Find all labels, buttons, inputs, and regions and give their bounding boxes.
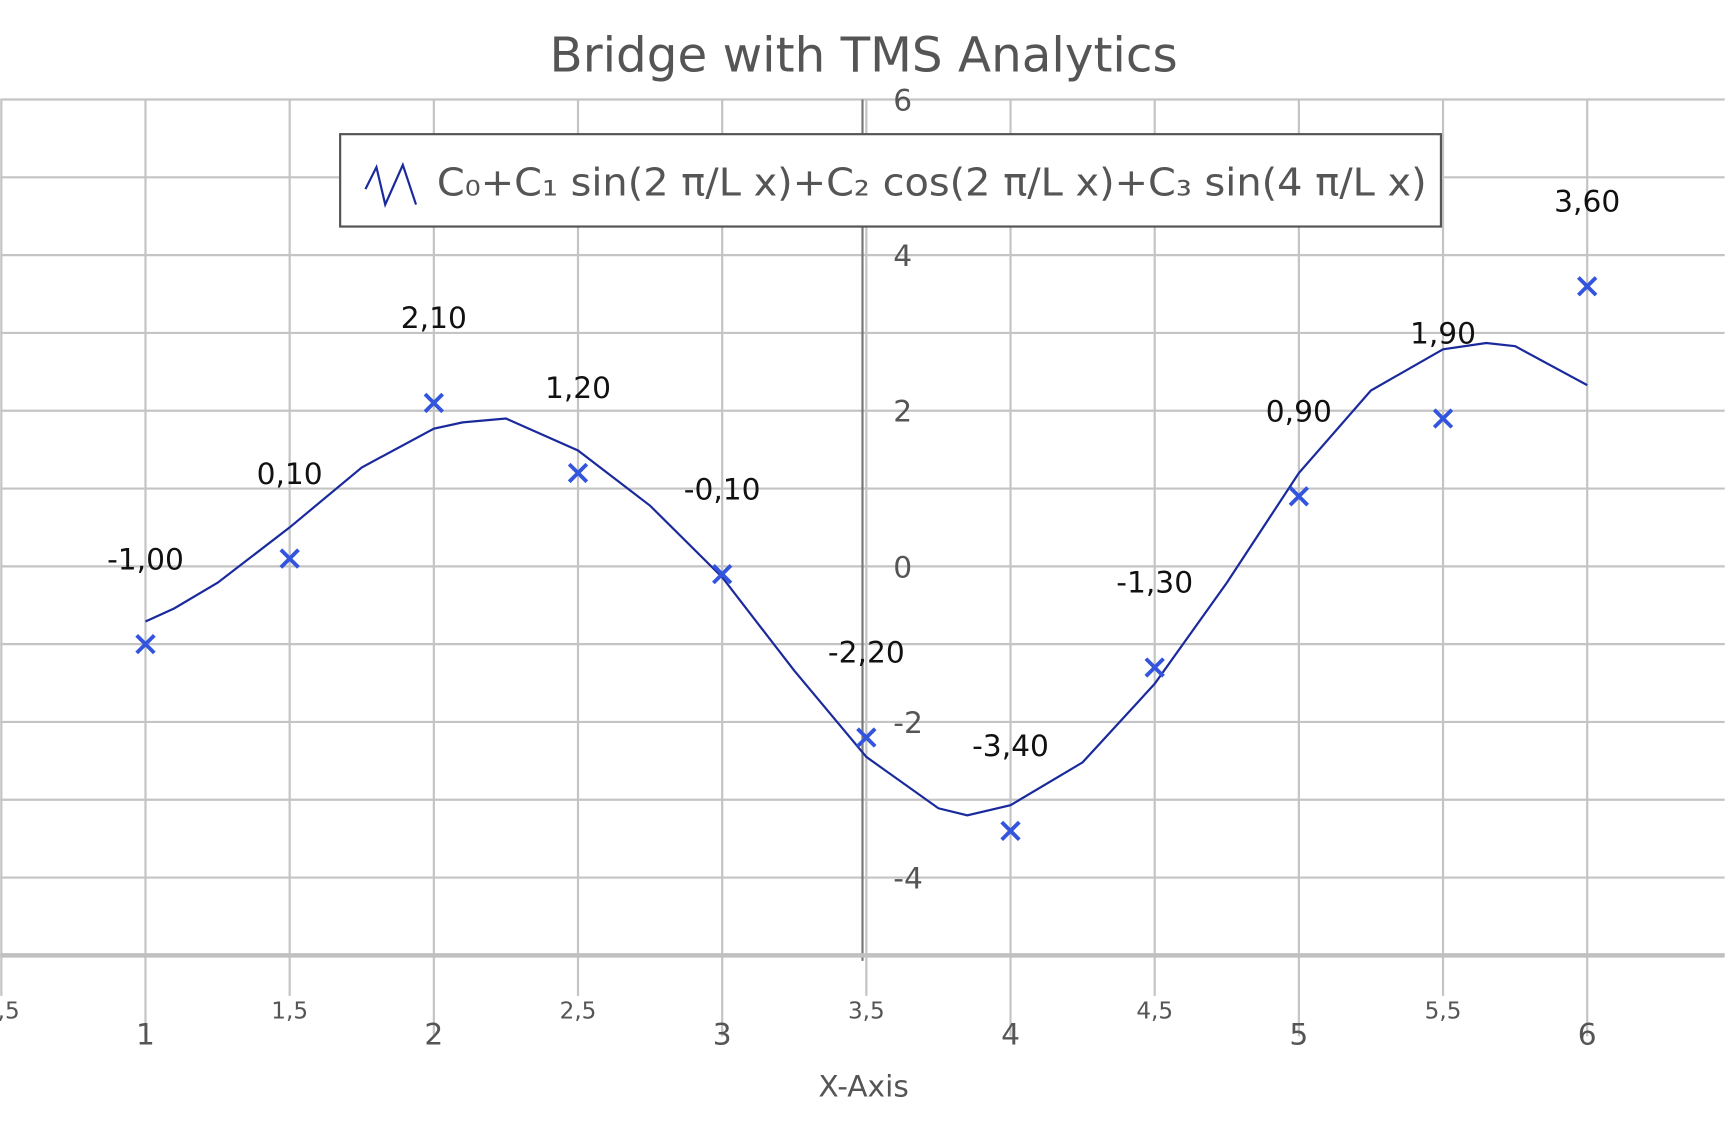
data-label: 0,10 [257,457,323,492]
data-label: -1,30 [1116,566,1193,601]
legend-label: C₀+C₁ sin(2 π/L x)+C₂ cos(2 π/L x)+C₃ si… [437,161,1427,206]
marker-stroke [1144,657,1165,678]
data-point-marker [712,563,733,585]
marker-stroke [1432,408,1454,429]
data-point-marker [1577,276,1598,297]
x-minor-tick-label: 1,5 [271,998,308,1024]
x-minor-tick-label: 0,5 [0,998,20,1024]
data-point-marker [423,392,444,414]
data-label: -1,00 [107,542,184,577]
y-tick-label: 4 [893,239,912,274]
data-point-marker [1432,408,1454,429]
data-label: 0,90 [1266,395,1332,430]
grid [0,98,1725,1037]
legend: C₀+C₁ sin(2 π/L x)+C₂ cos(2 π/L x)+C₃ si… [339,133,1443,228]
data-label: 3,60 [1554,184,1620,219]
x-tick-label: 1 [136,1018,155,1053]
y-tick-label: 6 [893,84,912,119]
x-minor-tick-label: 4,5 [1136,998,1173,1024]
data-point-marker [1144,657,1165,678]
data-label: 1,90 [1410,317,1476,352]
marker-stroke [1577,276,1598,297]
tick-labels: 1 2 3 4 5 6 0,5 1,5 2,5 3,5 4,5 5,5 6 4 2 0 -2 -4 [0,84,1597,1053]
marker-stroke [856,727,877,748]
x-axis-label: X-Axis [818,1069,909,1104]
y-tick-label: 0 [893,550,912,585]
data-label: 2,10 [401,301,467,336]
x-tick-label: 2 [424,1018,443,1053]
x-tick-label: 3 [713,1018,732,1053]
data-label: -3,40 [972,729,1049,764]
marker-stroke [1288,486,1310,507]
data-point-marker [279,548,300,569]
x-minor-tick-label: 2,5 [560,998,597,1024]
data-label: 1,20 [545,371,611,406]
data-label: -2,20 [828,636,905,671]
chart-title: Bridge with TMS Analytics [550,27,1178,83]
marker-stroke [567,462,589,484]
y-tick-label: -2 [893,706,923,741]
x-tick-label: 4 [1001,1018,1020,1053]
x-tick-label: 5 [1289,1018,1308,1053]
y-tick-label: 2 [893,395,912,430]
x-minor-tick-label: 3,5 [848,998,885,1024]
data-point-marker [567,462,589,484]
data-point-marker [856,727,877,748]
data-label: -0,10 [684,472,761,507]
data-points: -1,00 0,10 2,10 1,20 -0,10 -2,20 -3,40 -1,30 0,9… [107,184,1620,842]
marker-stroke [279,548,300,569]
x-tick-label: 6 [1578,1018,1597,1053]
marker-stroke [712,563,733,585]
data-point-marker [1000,820,1021,842]
legend-line-icon [364,161,418,208]
marker-stroke [1000,820,1021,842]
y-tick-label: -4 [893,862,923,897]
marker-stroke [423,392,444,414]
fit-curve [145,341,1588,817]
x-minor-tick-label: 5,5 [1425,998,1462,1024]
data-point-marker [1288,486,1310,507]
data-point-marker [135,633,156,655]
marker-stroke [135,633,156,655]
